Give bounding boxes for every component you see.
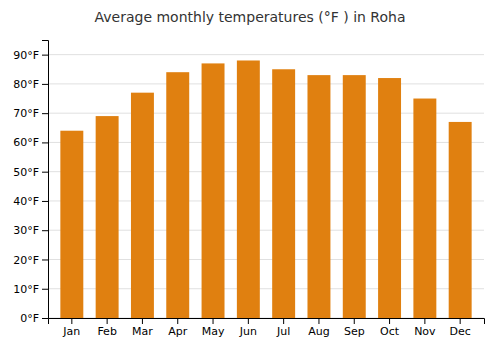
y-tick: 90°F xyxy=(13,49,48,62)
x-tick: Mar xyxy=(132,318,153,338)
bar xyxy=(96,116,119,318)
bar xyxy=(343,75,366,318)
chart: Average monthly temperatures (°F ) in Ro… xyxy=(0,0,500,350)
bar xyxy=(60,131,83,318)
y-tick-label: 20°F xyxy=(13,253,39,266)
y-tick-label: 90°F xyxy=(13,49,39,62)
x-tick: Aug xyxy=(308,318,329,338)
bar xyxy=(272,69,295,318)
x-tick-mark xyxy=(283,318,284,324)
x-tick-label: Jul xyxy=(276,325,290,338)
y-tick-label: 60°F xyxy=(13,136,39,149)
y-tick-mark xyxy=(42,172,48,173)
grid xyxy=(48,55,484,318)
y-tick-mark xyxy=(42,318,48,319)
x-tick-mark xyxy=(389,318,390,324)
bar xyxy=(131,93,154,318)
x-tick-label: Nov xyxy=(414,325,436,338)
y-tick: 40°F xyxy=(13,195,48,208)
y-tick: 50°F xyxy=(13,166,48,179)
x-tick-label: Oct xyxy=(380,325,400,338)
x-tick-label: Mar xyxy=(132,325,153,338)
y-tick: 20°F xyxy=(13,253,48,266)
y-tick-label: 10°F xyxy=(13,283,39,296)
grid-line xyxy=(48,83,484,84)
x-tick: Dec xyxy=(450,318,471,338)
y-tick: 0°F xyxy=(20,312,48,325)
x-axis-line xyxy=(49,319,485,325)
x-tick: Jul xyxy=(276,318,290,338)
y-tick-label: 80°F xyxy=(13,78,39,91)
x-tick-label: Aug xyxy=(308,325,329,338)
x-tick: May xyxy=(202,318,225,338)
x-tick-mark xyxy=(213,318,214,324)
x-tick-mark xyxy=(142,318,143,324)
x-tick-mark xyxy=(318,318,319,324)
x-axis: Jan Feb Mar Apr May Jun Jul Aug Sep Oct Nov Dec xyxy=(49,318,485,338)
y-tick-mark xyxy=(42,142,48,143)
x-tick-mark xyxy=(71,318,72,324)
y-axis-line xyxy=(42,41,49,319)
x-tick-mark xyxy=(424,318,425,324)
bar xyxy=(413,99,436,318)
x-tick: Jun xyxy=(239,318,257,338)
y-tick: 10°F xyxy=(13,283,48,296)
bar xyxy=(449,122,472,318)
y-tick-mark xyxy=(42,230,48,231)
bars xyxy=(60,60,471,318)
y-tick-label: 30°F xyxy=(13,224,39,237)
bar xyxy=(166,72,189,318)
y-tick-mark xyxy=(42,55,48,56)
y-tick-mark xyxy=(42,84,48,85)
bar xyxy=(307,75,330,318)
plot: 0°F 10°F 20°F 30°F 40°F 50°F 60°F 70°F 80°F 90°F J… xyxy=(13,41,484,338)
y-tick-mark xyxy=(42,113,48,114)
y-tick-label: 50°F xyxy=(13,166,39,179)
x-tick-mark xyxy=(354,318,355,324)
y-tick: 60°F xyxy=(13,136,48,149)
bar xyxy=(237,60,260,318)
x-tick-label: Sep xyxy=(344,325,365,338)
x-tick: Nov xyxy=(414,318,436,338)
x-tick-label: Feb xyxy=(97,325,116,338)
x-tick-label: Jan xyxy=(62,325,80,338)
x-tick: Jan xyxy=(62,318,80,338)
bar xyxy=(378,78,401,318)
y-tick-mark xyxy=(42,289,48,290)
y-axis: 0°F 10°F 20°F 30°F 40°F 50°F 60°F 70°F 80°F 90°F xyxy=(13,41,48,326)
y-tick: 80°F xyxy=(13,78,48,91)
grid-line xyxy=(48,54,484,55)
y-tick-label: 0°F xyxy=(20,312,39,325)
x-tick-label: Dec xyxy=(450,325,471,338)
title: Average monthly temperatures (°F ) in Ro… xyxy=(95,9,406,25)
x-tick: Apr xyxy=(168,318,188,338)
x-tick-mark xyxy=(248,318,249,324)
x-tick: Sep xyxy=(344,318,365,338)
x-tick-mark xyxy=(107,318,108,324)
y-tick: 70°F xyxy=(13,107,48,120)
x-tick-label: Apr xyxy=(168,325,188,338)
x-tick: Feb xyxy=(97,318,116,338)
y-tick-label: 70°F xyxy=(13,107,39,120)
x-tick-label: Jun xyxy=(239,325,257,338)
y-tick-label: 40°F xyxy=(13,195,39,208)
x-tick: Oct xyxy=(380,318,400,338)
y-tick-mark xyxy=(42,201,48,202)
x-tick-label: May xyxy=(202,325,225,338)
x-tick-mark xyxy=(177,318,178,324)
y-tick: 30°F xyxy=(13,224,48,237)
y-tick-mark xyxy=(42,259,48,260)
bar xyxy=(202,63,225,318)
x-tick-mark xyxy=(460,318,461,324)
